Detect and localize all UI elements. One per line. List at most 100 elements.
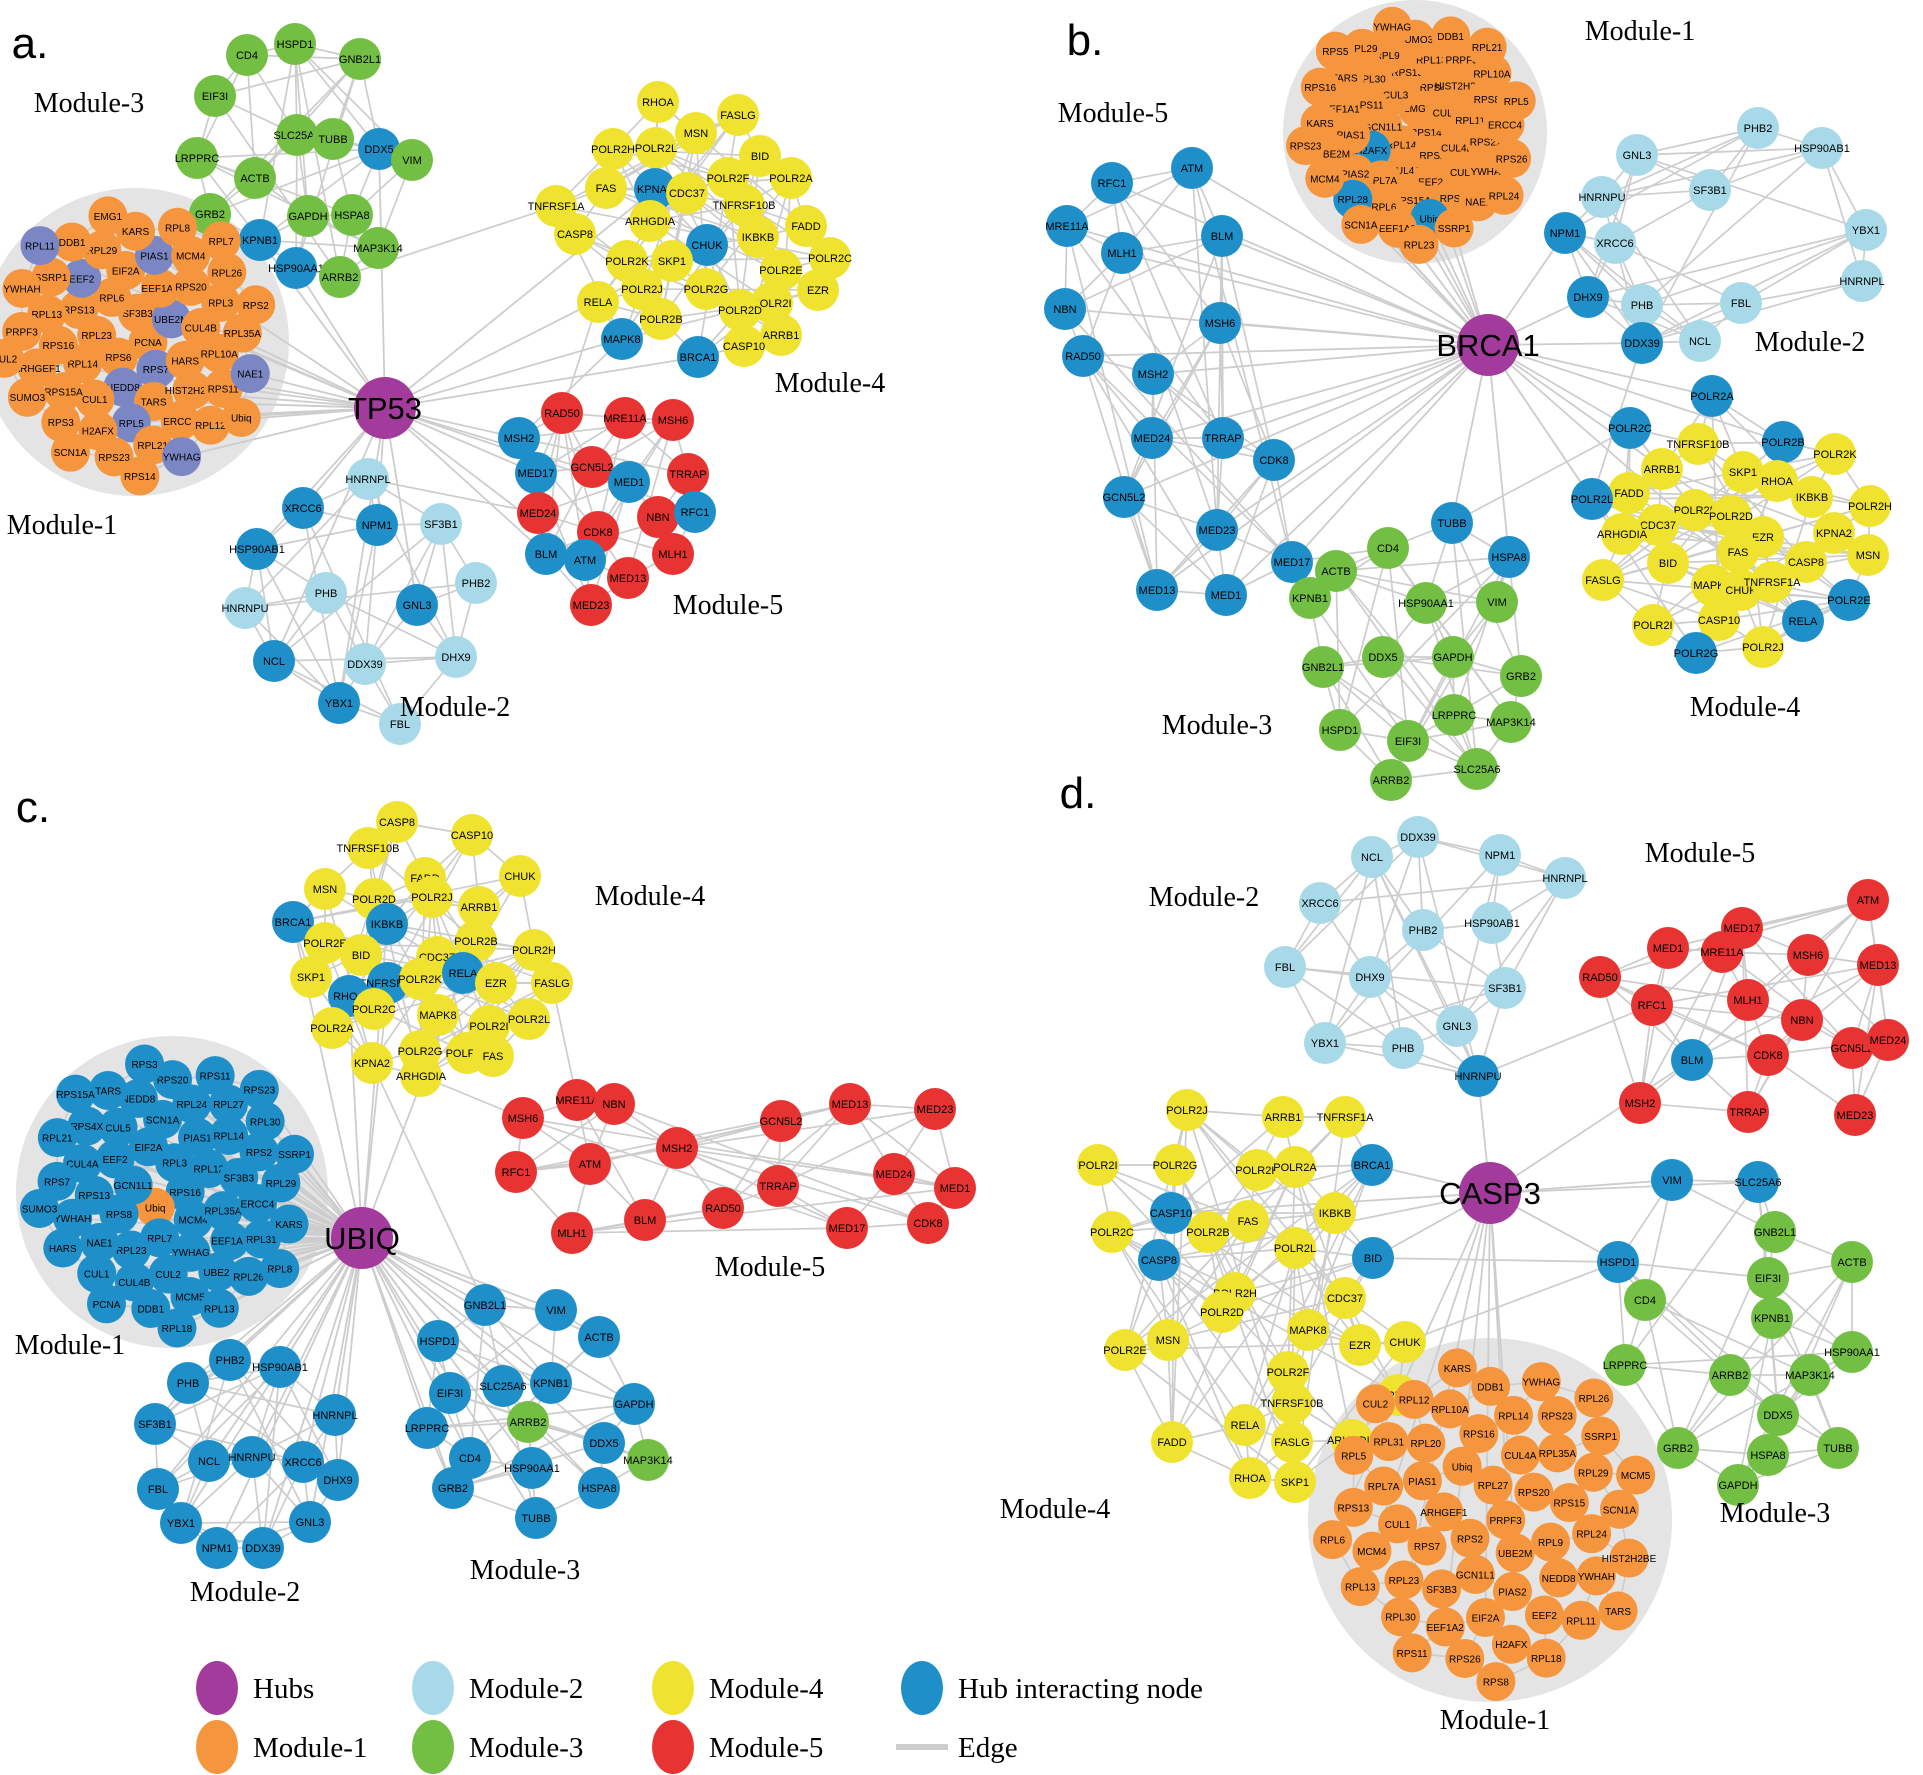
node-label-EEF1A2: EEF1A2 bbox=[1427, 1623, 1465, 1634]
node-RPS2: RPS2 bbox=[236, 285, 276, 325]
node-label-POLR2I: POLR2I bbox=[1633, 620, 1672, 632]
node-GRB2: GRB2 bbox=[1500, 655, 1542, 697]
node-MAP3K14: MAP3K14 bbox=[353, 227, 403, 269]
node-label-HSPD1: HSPD1 bbox=[1600, 1257, 1637, 1269]
node-label-RPS11: RPS11 bbox=[208, 384, 239, 395]
node-HSPA8: HSPA8 bbox=[578, 1467, 620, 1509]
node-RPL7: RPL7 bbox=[201, 221, 241, 261]
node-label-EZR: EZR bbox=[807, 285, 829, 297]
node-label-RAD50: RAD50 bbox=[544, 408, 579, 420]
node-circle-YBX1 bbox=[318, 682, 360, 724]
node-label-RFC1: RFC1 bbox=[1638, 1000, 1667, 1012]
node-label-TNFRSF1A: TNFRSF1A bbox=[1744, 577, 1802, 589]
node-label-HSPD1: HSPD1 bbox=[277, 39, 314, 51]
node-UBE2M: UBE2M bbox=[1495, 1533, 1535, 1573]
node-label-YBX1: YBX1 bbox=[325, 698, 353, 710]
node-label-GRB2: GRB2 bbox=[1663, 1443, 1693, 1455]
node-RPL10A: RPL10A bbox=[1430, 1389, 1470, 1429]
node-label-SKP1: SKP1 bbox=[1281, 1477, 1309, 1489]
node-label-DDB1: DDB1 bbox=[59, 238, 86, 249]
edge bbox=[1225, 459, 1275, 596]
node-label-SSRP1: SSRP1 bbox=[35, 273, 68, 284]
node-circle-CUL1 bbox=[75, 379, 115, 419]
node-label-MED1: MED1 bbox=[1653, 943, 1684, 955]
node-label-TUBB: TUBB bbox=[1437, 518, 1466, 530]
node-label-POLR2B: POLR2B bbox=[639, 314, 682, 326]
legend-label-module-2: Module-2 bbox=[469, 1673, 583, 1705]
node-label-YWHAH: YWHAH bbox=[1578, 1572, 1615, 1583]
module-label-d-module-3: Module-3 bbox=[1720, 1498, 1830, 1529]
node-MED24: MED24 bbox=[1867, 1019, 1909, 1061]
node-circle-UBE2M bbox=[151, 299, 191, 339]
node-TARS: TARS bbox=[1598, 1591, 1638, 1631]
node-label-PHB: PHB bbox=[1392, 1043, 1415, 1055]
node-label-RPL10A: RPL10A bbox=[1431, 1405, 1469, 1416]
node-label-FAS: FAS bbox=[1238, 1216, 1259, 1228]
node-RPS14: RPS14 bbox=[120, 456, 160, 496]
node-FASLG: FASLG bbox=[717, 94, 759, 136]
node-YBX1: YBX1 bbox=[160, 1502, 202, 1544]
node-label-RPS16: RPS16 bbox=[1463, 1430, 1495, 1441]
node-label-RPS8: RPS8 bbox=[1474, 95, 1501, 106]
node-PHB: PHB bbox=[1382, 1027, 1424, 1069]
node-label-RPL18: RPL18 bbox=[162, 1324, 193, 1335]
node-Ubiq: Ubiq bbox=[221, 397, 261, 437]
edge bbox=[1667, 453, 1836, 564]
node-H2AFX: H2AFX bbox=[1491, 1624, 1531, 1664]
node-label-RPL28: RPL28 bbox=[1338, 195, 1369, 206]
node-label-MED13: MED13 bbox=[1139, 585, 1176, 597]
node-label-HNRNPU: HNRNPU bbox=[1454, 1071, 1501, 1083]
node-circle-YWHAG bbox=[162, 437, 202, 477]
node-circle-MRE11A bbox=[604, 397, 646, 439]
node-RPS13: RPS13 bbox=[59, 289, 99, 329]
node-label-HSP90AB1: HSP90AB1 bbox=[252, 1362, 308, 1374]
node-label-ATM: ATM bbox=[574, 555, 596, 567]
node-POLR2I: POLR2I bbox=[751, 282, 793, 324]
node-circle-NAE1 bbox=[230, 354, 270, 394]
node-label-RPL6: RPL6 bbox=[99, 293, 124, 304]
node-MLH1: MLH1 bbox=[1727, 979, 1769, 1021]
node-label-H2AFX: H2AFX bbox=[82, 427, 115, 438]
node-circle-GNB2L1 bbox=[339, 38, 381, 80]
module-label-b-module-5: Module-5 bbox=[1058, 98, 1168, 129]
node-label-NPM1: NPM1 bbox=[1485, 850, 1516, 862]
node-RPS3: RPS3 bbox=[41, 402, 81, 442]
node-RPL9: RPL9 bbox=[1531, 1522, 1571, 1562]
node-label-ARHGEF1: ARHGEF1 bbox=[13, 364, 61, 375]
node-label-POLR2H: POLR2H bbox=[591, 144, 635, 156]
node-label-CDK8: CDK8 bbox=[913, 1218, 942, 1230]
node-RPS13: RPS13 bbox=[1333, 1487, 1373, 1527]
panel-letter-d: d. bbox=[1060, 769, 1097, 818]
node-label-MED24: MED24 bbox=[520, 508, 557, 520]
node-TRRAP: TRRAP bbox=[1727, 1091, 1769, 1133]
node-CASP8: CASP8 bbox=[554, 213, 596, 255]
node-PHB: PHB bbox=[305, 572, 347, 614]
node-label-PRPF3: PRPF3 bbox=[6, 328, 39, 339]
node-SF3B3: SF3B3 bbox=[1422, 1569, 1462, 1609]
node-HSPA8: HSPA8 bbox=[331, 194, 373, 236]
node-circle-TUBB bbox=[312, 118, 354, 160]
node-label-RPL5: RPL5 bbox=[1341, 1451, 1366, 1462]
node-label-XRCC6: XRCC6 bbox=[1596, 238, 1633, 250]
node-circle-GNL3 bbox=[396, 584, 438, 626]
node-label-POLR2C: POLR2C bbox=[1090, 1227, 1134, 1239]
node-label-EIF2A: EIF2A bbox=[112, 266, 140, 277]
module-label-b-module-2: Module-2 bbox=[1755, 327, 1865, 358]
node-CDC37: CDC37 bbox=[666, 172, 708, 214]
node-circle-EEF1A1 bbox=[140, 268, 180, 308]
node-RPL21: RPL21 bbox=[37, 1118, 77, 1158]
node-IKBKB: IKBKB bbox=[1791, 476, 1833, 518]
node-YWHAH: YWHAH bbox=[2, 268, 42, 308]
node-circle-DHX9 bbox=[435, 636, 477, 678]
node-label-MLH1: MLH1 bbox=[557, 1228, 586, 1240]
node-label-DDX5: DDX5 bbox=[1763, 1410, 1792, 1422]
edge bbox=[641, 288, 819, 291]
edge bbox=[361, 1237, 605, 1444]
node-label-KPNA2: KPNA2 bbox=[354, 1058, 390, 1070]
node-label-EIF3I: EIF3I bbox=[202, 91, 228, 103]
edge bbox=[1319, 877, 1566, 904]
node-XRCC6: XRCC6 bbox=[1594, 222, 1636, 264]
node-circle-RPL3 bbox=[201, 282, 241, 322]
node-circle-HSPD1 bbox=[274, 23, 316, 65]
node-label-BLM: BLM bbox=[1211, 231, 1234, 243]
